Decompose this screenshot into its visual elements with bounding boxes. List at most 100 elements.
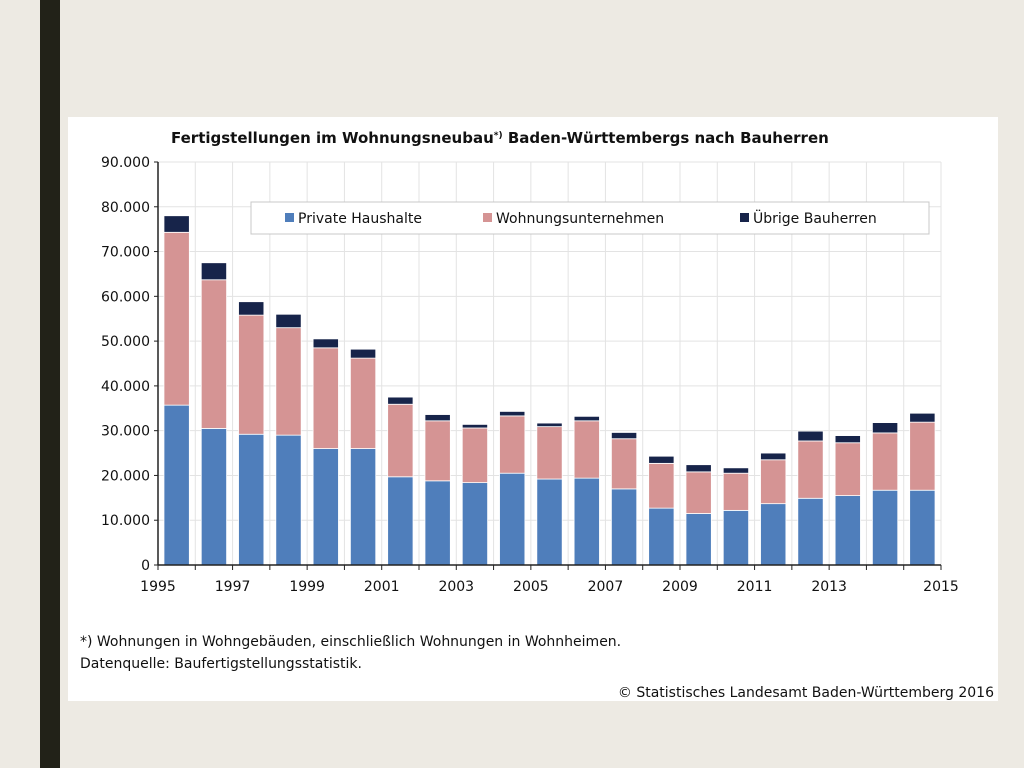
bar-segment-2009-private bbox=[685, 513, 712, 566]
bar-segment-2001-private bbox=[387, 476, 414, 566]
bar-segment-2001-other bbox=[387, 396, 414, 405]
legend-swatch-private bbox=[285, 213, 294, 222]
footnote-text: *) Wohnungen in Wohngebäuden, einschließ… bbox=[80, 634, 621, 650]
bar-segment-1997-companies bbox=[238, 314, 265, 435]
bar-segment-1995-private bbox=[163, 404, 190, 566]
bar-segment-2013-other bbox=[834, 435, 861, 444]
bar-segment-1998-private bbox=[275, 434, 302, 566]
bar-segment-2014-companies bbox=[871, 432, 899, 491]
bar-segment-2000-private bbox=[349, 448, 377, 566]
bar-segment-2013-private bbox=[834, 495, 861, 566]
x-tick-label: 2005 bbox=[513, 579, 549, 595]
bar-segment-2004-other bbox=[499, 411, 526, 417]
bars-layer bbox=[163, 215, 936, 566]
bar-segment-2010-companies bbox=[722, 472, 750, 511]
bar-segment-1998-companies bbox=[275, 327, 302, 436]
axes-layer: 0 10.000 20.000 30.000 40.000 50.000 60.000 70.… bbox=[101, 155, 959, 595]
copyright-text: © Statistisches Landesamt Baden-Württemb… bbox=[618, 685, 994, 701]
bar-segment-1995-other bbox=[163, 215, 190, 233]
y-tick-label: 90.000 bbox=[101, 155, 150, 171]
bar-segment-2003-other bbox=[461, 423, 489, 429]
y-tick-label: 70.000 bbox=[101, 245, 150, 261]
chart-title-main: Fertigstellungen im Wohnungsneubau bbox=[171, 129, 494, 147]
y-tick-label: 30.000 bbox=[101, 424, 150, 440]
bar-segment-1999-other bbox=[312, 338, 339, 349]
bar-segment-2011-other bbox=[760, 452, 787, 461]
source-text: Datenquelle: Baufertigstellungsstatistik… bbox=[80, 656, 362, 672]
bar-segment-2007-companies bbox=[610, 438, 638, 490]
bar-segment-2005-private bbox=[536, 478, 563, 566]
y-tick-label: 0 bbox=[141, 558, 150, 574]
bar-segment-1999-private bbox=[312, 448, 339, 566]
bar-segment-2008-private bbox=[648, 507, 675, 566]
x-tick-label: 2007 bbox=[588, 579, 624, 595]
bar-segment-2004-private bbox=[499, 472, 526, 566]
x-tick-label: 2015 bbox=[923, 579, 959, 595]
bar-segment-2006-other bbox=[573, 415, 600, 422]
bar-segment-2005-other bbox=[536, 422, 563, 428]
bar-segment-2015-private bbox=[909, 489, 936, 566]
bar-segment-2007-private bbox=[610, 488, 638, 566]
y-tick-label: 60.000 bbox=[101, 289, 150, 305]
bar-segment-2010-other bbox=[722, 467, 750, 474]
chart-svg: Fertigstellungen im Wohnungsneubau*) Bad… bbox=[80, 129, 994, 701]
bar-segment-2006-private bbox=[573, 477, 600, 566]
x-tick-label: 1999 bbox=[289, 579, 325, 595]
x-tick-label: 1997 bbox=[215, 579, 251, 595]
x-tick-label: 2003 bbox=[438, 579, 474, 595]
chart-panel: Fertigstellungen im Wohnungsneubau*) Bad… bbox=[68, 117, 998, 701]
legend-label-other: Übrige Bauherren bbox=[753, 209, 877, 227]
bar-segment-2000-companies bbox=[349, 357, 377, 449]
bar-segment-2012-private bbox=[797, 497, 824, 566]
bar-segment-2012-other bbox=[797, 430, 824, 442]
bar-segment-2014-private bbox=[871, 489, 899, 566]
bar-segment-2014-other bbox=[871, 422, 899, 434]
bar-segment-2010-private bbox=[722, 509, 750, 566]
bar-segment-1997-private bbox=[238, 433, 265, 566]
legend-label-private: Private Haushalte bbox=[298, 211, 422, 227]
bar-segment-2009-companies bbox=[685, 471, 712, 514]
x-tick-label: 1995 bbox=[140, 579, 176, 595]
bar-segment-2012-companies bbox=[797, 440, 824, 499]
chart-title-suffix-text: Baden-Württembergs nach Bauherren bbox=[508, 129, 829, 147]
x-tick-label: 2013 bbox=[811, 579, 847, 595]
legend-label-companies: Wohnungsunternehmen bbox=[496, 211, 664, 227]
chart-title: Fertigstellungen im Wohnungsneubau*) Bad… bbox=[171, 129, 829, 147]
bar-segment-1997-other bbox=[238, 301, 265, 316]
chart-title-marker: *) bbox=[494, 131, 503, 141]
bar-segment-1999-companies bbox=[312, 347, 339, 449]
bar-segment-2007-other bbox=[610, 432, 638, 440]
chart-legend: Private Haushalte Wohnungsunternehmen Übri… bbox=[250, 201, 930, 235]
bar-segment-2001-companies bbox=[387, 403, 414, 478]
bar-segment-2006-companies bbox=[573, 420, 600, 479]
bar-segment-1996-other bbox=[200, 262, 228, 281]
bar-segment-2009-other bbox=[685, 464, 712, 473]
y-tick-label: 20.000 bbox=[101, 468, 150, 484]
bar-segment-1995-companies bbox=[163, 231, 190, 406]
bar-segment-2003-private bbox=[461, 482, 489, 566]
x-tick-label: 2001 bbox=[364, 579, 400, 595]
y-tick-label: 80.000 bbox=[101, 200, 150, 216]
bar-segment-2015-companies bbox=[909, 421, 936, 491]
bar-segment-2000-other bbox=[349, 348, 377, 359]
y-tick-label: 40.000 bbox=[101, 379, 150, 395]
bar-segment-1996-companies bbox=[200, 279, 228, 429]
bar-segment-2002-private bbox=[424, 480, 451, 566]
legend-box bbox=[250, 201, 930, 235]
bar-segment-2005-companies bbox=[536, 426, 563, 480]
bar-segment-2003-companies bbox=[461, 427, 489, 484]
bar-segment-2008-companies bbox=[648, 462, 675, 509]
bar-segment-2015-other bbox=[909, 412, 936, 423]
x-tick-label: 2009 bbox=[662, 579, 698, 595]
legend-swatch-companies bbox=[483, 213, 492, 222]
bar-segment-2002-companies bbox=[424, 420, 451, 482]
bar-segment-2011-companies bbox=[760, 459, 787, 505]
x-tick-label: 2011 bbox=[737, 579, 773, 595]
y-tick-label: 10.000 bbox=[101, 513, 150, 529]
bar-segment-2013-companies bbox=[834, 442, 861, 496]
bar-segment-2011-private bbox=[760, 503, 787, 566]
bar-segment-1996-private bbox=[200, 428, 228, 566]
bar-segment-1998-other bbox=[275, 313, 302, 329]
bar-segment-2002-other bbox=[424, 414, 451, 422]
legend-swatch-other bbox=[740, 213, 749, 222]
